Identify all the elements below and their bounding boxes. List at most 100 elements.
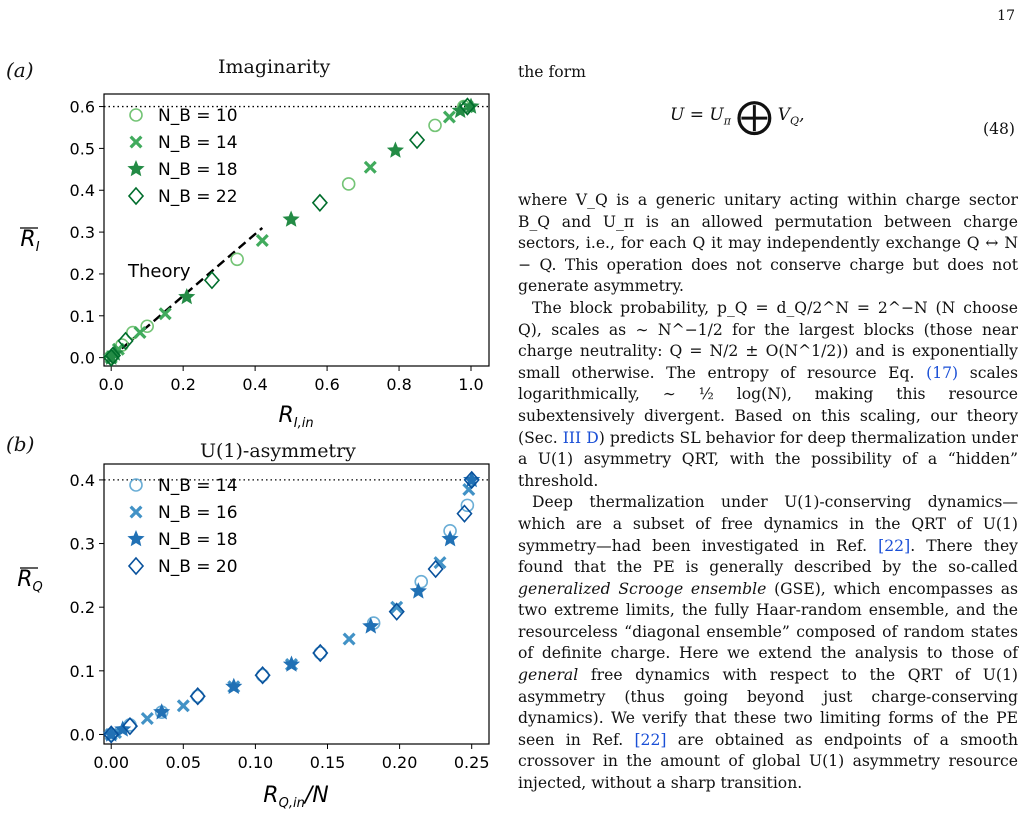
data-point (363, 160, 377, 174)
x-tick-label: 0.20 (382, 753, 418, 772)
y-tick-label: 0.4 (70, 471, 95, 490)
data-point (388, 602, 405, 621)
direct-sum-symbol: ⨁ (736, 96, 773, 137)
panel-b-chart: 0.00 0.05 0.10 0.15 0.20 0.25 0.0 0.1 0.2 0.3 0.4 N… (17, 463, 490, 811)
text-intro: the form (518, 63, 586, 81)
y-tick-label: 0.6 (70, 98, 95, 117)
data-point (460, 498, 475, 513)
x-tick-label: 1.0 (458, 375, 483, 394)
y-axis-label: RQ (17, 567, 43, 595)
page-number: 17 (997, 8, 1015, 24)
legend-marker (129, 505, 143, 519)
x-tick-label: 0.2 (170, 375, 195, 394)
y-tick-label: 0.3 (70, 535, 95, 554)
data-point (117, 331, 134, 351)
legend-marker (127, 160, 145, 177)
legend-label: N_B = 20 (158, 557, 238, 577)
legend-label: N_B = 10 (158, 106, 238, 126)
data-point (225, 677, 243, 694)
panel-a-letter: (a) (6, 58, 34, 82)
x-tick-label: 0.0 (98, 375, 123, 394)
data-point (114, 720, 132, 737)
data-point (282, 210, 300, 227)
data-point (390, 600, 404, 614)
y-tick-label: 0.5 (70, 139, 95, 158)
data-point (427, 559, 444, 579)
data-point (203, 271, 221, 290)
legend-label: N_B = 14 (158, 133, 238, 153)
paragraph-1: where V_Q is a generic unitary acting wi… (518, 191, 1018, 296)
series-4 (103, 97, 476, 367)
legend-marker (129, 478, 143, 492)
x-tick-label: 0.8 (386, 375, 411, 394)
legend-label: N_B = 18 (158, 530, 238, 550)
data-point (462, 483, 476, 496)
x-tick-label: 0.05 (165, 753, 201, 772)
data-point (459, 97, 476, 116)
y-tick-label: 0.2 (70, 265, 95, 284)
data-point (414, 574, 429, 589)
data-point (254, 666, 271, 685)
x-tick-label: 0.25 (454, 753, 490, 772)
y-axis-label: RI (20, 227, 39, 255)
legend-marker (129, 135, 143, 149)
legend-label: N_B = 14 (158, 476, 238, 496)
data-point (442, 110, 456, 124)
data-point (133, 326, 147, 339)
data-point (255, 234, 269, 247)
equation-48: U = Uπ ⨁ VQ, (670, 96, 805, 137)
data-point (282, 655, 300, 672)
series-3 (102, 97, 480, 365)
ref-22-link-2[interactable]: [22] (634, 730, 667, 749)
data-point (341, 177, 356, 191)
data-point (386, 141, 404, 158)
data-point (428, 118, 442, 133)
paragraph-2: The block probability, p_Q = d_Q/2^N = 2… (518, 298, 1018, 490)
data-point (104, 346, 122, 365)
series-4 (103, 470, 480, 744)
panel-a-chart: 0.0 0.2 0.4 0.6 0.8 1.0 0.0 0.1 0.2 0.3 0.4 0.5 0.6 N… (20, 93, 490, 431)
theory-label: Theory (127, 261, 191, 282)
eq-17-link[interactable]: (17) (926, 363, 959, 382)
x-axis-label: RI,in (278, 403, 313, 431)
data-point (362, 617, 380, 634)
data-point (433, 556, 447, 570)
panel-b-letter: (b) (6, 432, 35, 456)
body-text: where V_Q is a generic unitary acting wi… (518, 190, 1018, 795)
data-point (140, 712, 154, 725)
legend-label: N_B = 16 (158, 503, 238, 523)
ref-22-link[interactable]: [22] (878, 536, 911, 555)
data-point (456, 504, 473, 523)
data-point (140, 319, 154, 334)
x-tick-label: 0.00 (93, 753, 129, 772)
data-point (409, 582, 427, 599)
panel-b-title: U(1)-asymmetry (200, 440, 356, 462)
data-point (408, 130, 426, 150)
data-point (153, 703, 171, 720)
x-tick-label: 0.10 (238, 753, 274, 772)
data-point (176, 699, 190, 713)
paragraph-3: Deep thermalization under U(1)-conservin… (518, 493, 1019, 793)
data-point (189, 687, 206, 706)
data-point (230, 252, 244, 267)
y-tick-label: 0.1 (70, 307, 95, 326)
x-tick-label: 0.15 (310, 753, 346, 772)
y-tick-label: 0.0 (70, 349, 95, 368)
legend-marker (129, 108, 143, 122)
x-axis-label: RQ,in/N (263, 783, 328, 811)
data-point (158, 307, 172, 321)
y-tick-label: 0.4 (70, 181, 95, 200)
x-tick-label: 0.6 (314, 375, 339, 394)
legend-marker (127, 530, 145, 547)
panel-a-title: Imaginarity (218, 56, 331, 78)
y-tick-label: 0.1 (70, 662, 95, 681)
y-tick-label: 0.2 (70, 598, 95, 617)
x-tick-label: 0.4 (242, 375, 267, 394)
legend-marker (127, 556, 145, 576)
plot-frame (103, 463, 490, 745)
y-tick-label: 0.3 (70, 223, 95, 242)
data-point (463, 470, 480, 490)
legend-marker (127, 186, 145, 206)
data-point (451, 101, 469, 118)
section-link[interactable]: III D (562, 428, 599, 447)
